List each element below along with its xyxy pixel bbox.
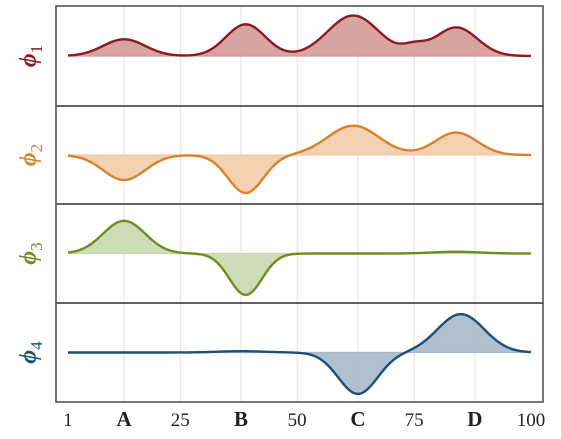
series-4-line: [67, 312, 532, 396]
series-4-symbol: ϕ: [16, 350, 42, 364]
svg-text:ϕ1: ϕ1: [16, 45, 46, 67]
svg-text:ϕ4: ϕ4: [16, 341, 46, 364]
series-1-area: [68, 15, 531, 56]
x-tick-labels: 1 A 25 B 50 C 75 D 100: [63, 407, 545, 431]
series-2-line: [67, 124, 532, 195]
svg-text:ϕ3: ϕ3: [16, 242, 46, 264]
series-lines: [67, 14, 532, 396]
series-3-line: [67, 219, 532, 297]
x-tick-label-6: 75: [405, 410, 424, 431]
panel-4-frame: [55, 302, 544, 403]
x-tick-label-5: C: [350, 407, 365, 431]
series-4-label: ϕ4: [16, 341, 46, 364]
panel-frames: [55, 5, 544, 403]
series-3-area: [68, 220, 531, 295]
x-tick-label-2: 25: [171, 410, 190, 431]
x-tick-label-1: A: [117, 407, 133, 431]
series-1-subscript: 1: [27, 45, 46, 54]
x-tick-label-3: B: [234, 407, 248, 431]
svg-text:ϕ2: ϕ2: [16, 144, 46, 166]
series-3-symbol: ϕ: [16, 251, 42, 265]
x-tick-label-8: 100: [517, 410, 546, 431]
series-4-subscript: 4: [27, 341, 46, 350]
series-2-label: ϕ2: [16, 144, 46, 166]
series-2-symbol: ϕ: [16, 152, 42, 166]
series-1-line: [67, 14, 532, 58]
x-tick-label-7: D: [467, 407, 482, 431]
x-tick-label-0: 1: [63, 410, 73, 431]
series-2-area: [68, 125, 531, 193]
x-tick-label-4: 50: [288, 410, 307, 431]
series-2-subscript: 2: [27, 144, 46, 153]
series-1-symbol: ϕ: [16, 53, 42, 67]
series-1-label: ϕ1: [16, 45, 46, 67]
series-3-label: ϕ3: [16, 242, 46, 264]
series-3-subscript: 3: [27, 242, 46, 251]
